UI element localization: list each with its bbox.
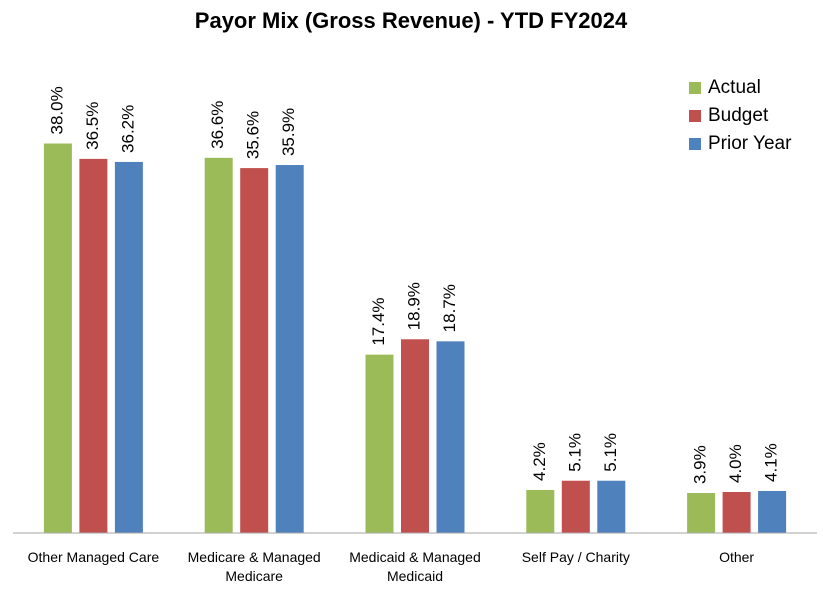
x-tick-label: Other — [719, 549, 755, 565]
data-label: 36.6% — [208, 101, 227, 149]
data-label: 18.9% — [404, 282, 423, 330]
bar — [43, 143, 72, 533]
bar — [526, 489, 555, 533]
data-label: 4.2% — [530, 442, 549, 481]
bar — [687, 493, 716, 533]
bar — [561, 480, 590, 533]
bar — [275, 165, 304, 533]
data-label: 36.5% — [83, 102, 102, 150]
data-label: 5.1% — [565, 433, 584, 472]
bar — [436, 341, 465, 533]
bar — [722, 492, 751, 533]
legend-swatch — [689, 110, 701, 122]
data-label: 5.1% — [601, 433, 620, 472]
bar — [79, 158, 108, 533]
bar — [597, 480, 626, 533]
legend-label: Prior Year — [708, 133, 792, 154]
data-label: 4.0% — [726, 444, 745, 483]
legend-swatch — [689, 82, 701, 94]
bar — [758, 490, 787, 533]
data-label: 35.6% — [244, 111, 263, 159]
data-label: 38.0% — [47, 86, 66, 134]
bar — [114, 161, 143, 533]
x-tick-label: Medicaid & Managed Medicaid — [349, 549, 481, 584]
data-label: 3.9% — [691, 445, 710, 484]
data-label: 18.7% — [440, 284, 459, 332]
legend-swatch — [689, 138, 701, 150]
legend-label: Budget — [708, 105, 769, 126]
data-label: 35.9% — [279, 108, 298, 156]
legend-label: Actual — [708, 77, 761, 98]
data-label: 4.1% — [762, 443, 781, 482]
bar — [204, 157, 233, 533]
x-tick-label: Medicare & Managed Medicare — [187, 549, 321, 584]
x-tick-label: Other Managed Care — [27, 549, 160, 565]
bar — [401, 339, 429, 533]
data-label: 17.4% — [369, 297, 388, 345]
data-label: 36.2% — [118, 105, 137, 153]
chart-title: Payor Mix (Gross Revenue) - YTD FY2024 — [195, 8, 628, 33]
x-tick-label: Self Pay / Charity — [521, 549, 630, 565]
bar — [240, 168, 269, 533]
bar — [365, 354, 394, 533]
